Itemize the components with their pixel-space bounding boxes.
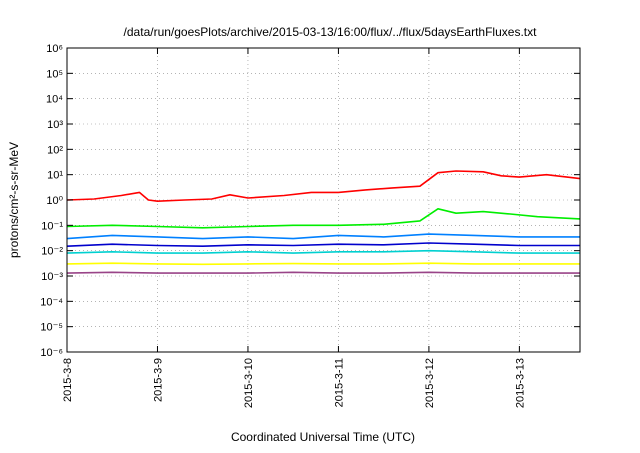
series-line-2 bbox=[66, 208, 581, 229]
series-line-4 bbox=[66, 242, 580, 247]
x-tick-label: 2015-3-8 bbox=[62, 358, 74, 402]
x-tick-label: 2015-3-13 bbox=[514, 358, 526, 408]
y-tick-label: 10⁻³ bbox=[41, 271, 63, 283]
ticks: 10⁻⁶ 10⁻⁵ 10⁻⁴ 10⁻³ 10⁻² 10⁻¹ 10⁰ 10¹ 10² 10³ 10⁴ 1… bbox=[40, 43, 580, 408]
grid bbox=[67, 48, 580, 352]
series-group bbox=[66, 170, 581, 274]
x-tick-label: 2015-3-12 bbox=[424, 358, 436, 408]
y-tick-label: 10⁻⁶ bbox=[40, 347, 63, 359]
x-tick-label: 2015-3-10 bbox=[243, 358, 255, 408]
y-tick-label: 10² bbox=[47, 144, 63, 156]
series-line-6 bbox=[66, 262, 580, 266]
y-tick-label: 10⁴ bbox=[46, 94, 63, 106]
y-tick-label: 10⁻⁵ bbox=[40, 322, 63, 334]
x-tick-label: 2015-3-11 bbox=[333, 358, 345, 407]
y-tick-label: 10⁶ bbox=[46, 43, 63, 55]
y-tick-label: 10⁻¹ bbox=[41, 220, 63, 232]
y-tick-label: 10⁻⁴ bbox=[40, 296, 63, 308]
chart-title: /data/run/goesPlots/archive/2015-03-13/1… bbox=[124, 25, 538, 39]
series-line-5 bbox=[66, 249, 580, 254]
series-line-3 bbox=[66, 233, 580, 240]
y-tick-label: 10⁰ bbox=[46, 195, 63, 207]
x-axis-label: Coordinated Universal Time (UTC) bbox=[231, 430, 415, 444]
series-line-1 bbox=[66, 170, 581, 202]
y-tick-label: 10⁻² bbox=[41, 246, 63, 258]
x-tick-label: 2015-3-9 bbox=[152, 358, 164, 402]
y-tick-label: 10¹ bbox=[47, 170, 63, 182]
y-tick-label: 10³ bbox=[47, 119, 63, 131]
series-line-7 bbox=[66, 271, 580, 274]
y-axis-label: protons/cm²-s-sr-MeV bbox=[7, 142, 21, 258]
y-tick-label: 10⁵ bbox=[46, 68, 63, 80]
